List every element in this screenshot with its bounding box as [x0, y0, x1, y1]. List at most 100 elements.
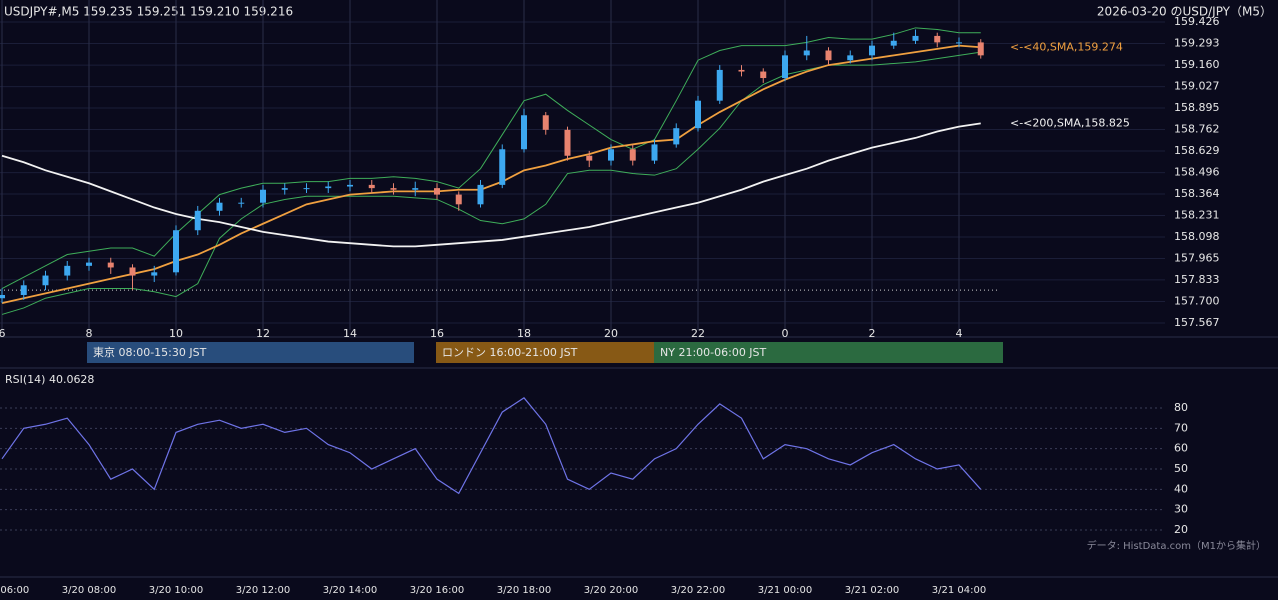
candle-body — [0, 294, 5, 299]
x-tick-label: 4 — [956, 327, 963, 340]
line-label: <-<200,SMA,158.825 — [1010, 116, 1130, 129]
candle-body — [564, 129, 571, 156]
candle-body — [412, 188, 419, 190]
y-tick-label: 40 — [1174, 482, 1188, 495]
candle-body — [455, 194, 462, 205]
candle-body — [803, 50, 810, 56]
x-tick-label: 8 — [86, 327, 93, 340]
rsi-title: RSI(14) 40.0628 — [5, 373, 94, 386]
candle-body — [651, 144, 658, 161]
candle-body — [20, 285, 27, 295]
candle-body — [42, 275, 49, 286]
session-box — [87, 342, 414, 363]
candle-body — [629, 149, 636, 161]
indicator-line — [1, 44, 981, 304]
candle-body — [760, 71, 767, 79]
y-tick-label: 159.160 — [1174, 58, 1220, 71]
x-tick-label: 18 — [517, 327, 531, 340]
x-tick-label: 3/20 22:00 — [671, 585, 725, 596]
candle-body — [956, 42, 962, 44]
y-tick-label: 50 — [1174, 462, 1188, 475]
y-tick-label: 157.833 — [1174, 273, 1220, 286]
credit: データ: HistData.com（M1から集計） — [1087, 539, 1266, 552]
session-label: NY 21:00-06:00 JST — [660, 346, 767, 359]
candle-body — [129, 267, 136, 276]
x-tick-label: 3/20 18:00 — [497, 585, 551, 596]
chart-subtitle: 2026-03-20 のUSD/JPY（M5） — [1097, 5, 1272, 19]
x-tick-label: 3/21 00:00 — [758, 585, 812, 596]
y-tick-label: 159.293 — [1174, 37, 1220, 50]
candle-body — [151, 272, 158, 276]
session-box — [436, 342, 654, 363]
candle-body — [673, 128, 680, 145]
session-box — [654, 342, 1003, 363]
y-tick-label: 158.629 — [1174, 144, 1220, 157]
candle-body — [347, 184, 353, 187]
y-tick-label: 159.027 — [1174, 80, 1220, 93]
candle-body — [912, 35, 919, 41]
y-tick-label: 60 — [1174, 442, 1188, 455]
candle-body — [695, 100, 701, 129]
y-tick-label: 157.567 — [1174, 316, 1220, 329]
x-tick-label: 3/20 10:00 — [149, 585, 203, 596]
candle-body — [477, 184, 484, 205]
x-tick-label: 6 — [0, 327, 6, 340]
candle-body — [325, 186, 332, 189]
candle-body — [390, 188, 397, 190]
line-label: <-<40,SMA,159.274 — [1010, 40, 1123, 53]
y-tick-label: 30 — [1174, 503, 1188, 516]
y-tick-label: 158.496 — [1174, 166, 1220, 179]
candle-body — [542, 115, 549, 130]
x-tick-label: 3/20 20:00 — [584, 585, 638, 596]
candle-body — [434, 188, 440, 195]
candle-body — [368, 184, 375, 189]
y-tick-label: 157.965 — [1174, 252, 1220, 265]
candle-body — [194, 210, 201, 231]
x-tick-label: 3/20 08:00 — [62, 585, 116, 596]
candle-body — [869, 45, 875, 56]
candle-body — [716, 69, 723, 101]
candle-body — [281, 188, 288, 190]
candle-body — [238, 202, 245, 204]
y-tick-label: 158.364 — [1174, 187, 1220, 200]
y-tick-label: 70 — [1174, 421, 1188, 434]
candle-body — [890, 40, 897, 46]
x-tick-label: 3/20 14:00 — [323, 585, 377, 596]
candle-body — [782, 55, 788, 79]
x-tick-label: 20 — [604, 327, 618, 340]
x-tick-label: 12 — [256, 327, 270, 340]
candle-body — [738, 69, 745, 72]
x-tick-label: 3/21 04:00 — [932, 585, 986, 596]
y-tick-label: 158.231 — [1174, 208, 1220, 221]
indicator-line — [1, 27, 981, 289]
candle-body — [303, 188, 310, 190]
y-tick-label: 158.098 — [1174, 230, 1220, 243]
candle-body — [521, 115, 527, 150]
candle-body — [173, 230, 179, 273]
session-label: ロンドン 16:00-21:00 JST — [442, 346, 578, 359]
x-tick-label: 3/21 02:00 — [845, 585, 899, 596]
y-tick-label: 159.426 — [1174, 15, 1220, 28]
candle-body — [86, 262, 92, 266]
candle-body — [847, 55, 854, 61]
y-tick-label: 158.895 — [1174, 101, 1220, 114]
candle-body — [934, 35, 941, 43]
y-tick-label: 158.762 — [1174, 123, 1220, 136]
candle-body — [608, 149, 614, 161]
x-tick-label: 3/20 12:00 — [236, 585, 290, 596]
x-tick-label: 3/20 06:00 — [0, 585, 29, 596]
x-tick-label: 3/20 16:00 — [410, 585, 464, 596]
candle-body — [260, 189, 266, 203]
y-tick-label: 80 — [1174, 401, 1188, 414]
candle-body — [586, 155, 593, 161]
candle-body — [499, 149, 506, 185]
chart-title: USDJPY#,M5 159.235 159.251 159.210 159.2… — [4, 5, 293, 19]
x-tick-label: 22 — [691, 327, 705, 340]
x-tick-label: 14 — [343, 327, 357, 340]
candle-body — [64, 265, 71, 276]
indicator-line — [1, 122, 981, 248]
y-tick-label: 157.700 — [1174, 294, 1220, 307]
